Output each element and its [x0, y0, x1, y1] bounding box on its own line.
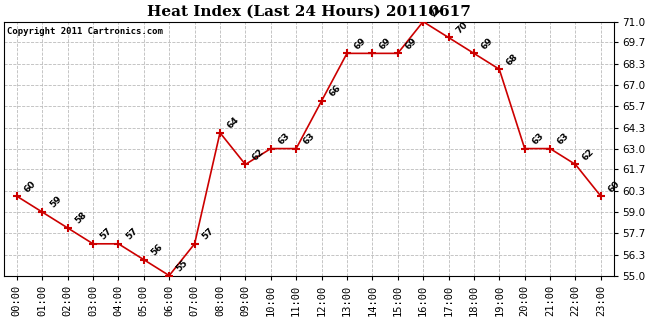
- Text: Copyright 2011 Cartronics.com: Copyright 2011 Cartronics.com: [7, 27, 163, 36]
- Text: 59: 59: [48, 195, 63, 210]
- Text: 68: 68: [505, 52, 520, 67]
- Text: 60: 60: [22, 179, 38, 194]
- Text: 63: 63: [530, 131, 545, 147]
- Text: 70: 70: [454, 20, 469, 35]
- Text: 58: 58: [73, 211, 88, 226]
- Text: 63: 63: [302, 131, 317, 147]
- Text: 69: 69: [403, 36, 419, 51]
- Text: 69: 69: [378, 36, 393, 51]
- Text: 71: 71: [429, 4, 444, 20]
- Text: 55: 55: [175, 258, 190, 273]
- Text: 57: 57: [200, 226, 215, 242]
- Text: 64: 64: [226, 115, 241, 131]
- Title: Heat Index (Last 24 Hours) 20110617: Heat Index (Last 24 Hours) 20110617: [147, 5, 471, 19]
- Text: 63: 63: [556, 131, 571, 147]
- Text: 56: 56: [150, 242, 164, 258]
- Text: 57: 57: [124, 226, 139, 242]
- Text: 69: 69: [352, 36, 368, 51]
- Text: 62: 62: [251, 147, 266, 162]
- Text: 69: 69: [480, 36, 495, 51]
- Text: 66: 66: [327, 84, 343, 99]
- Text: 63: 63: [276, 131, 292, 147]
- Text: 60: 60: [606, 179, 621, 194]
- Text: 62: 62: [581, 147, 596, 162]
- Text: 57: 57: [99, 226, 114, 242]
